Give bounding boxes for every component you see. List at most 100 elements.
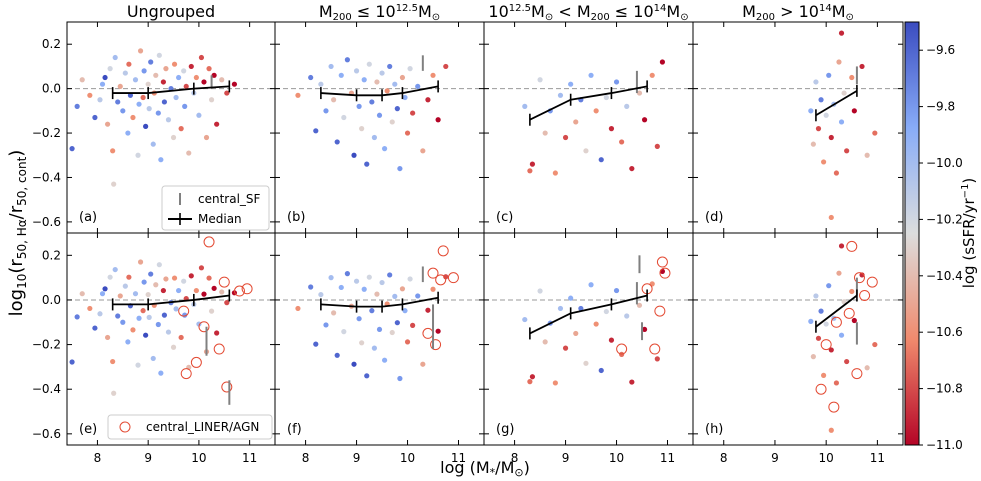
panel-frame <box>66 232 276 446</box>
data-point <box>641 117 648 123</box>
data-point <box>568 295 574 301</box>
data-point <box>87 305 93 312</box>
data-point <box>295 92 301 98</box>
data-point <box>366 61 372 67</box>
data-point <box>583 148 589 154</box>
data-point <box>171 275 178 281</box>
data-point <box>140 94 146 101</box>
data-point <box>183 83 189 90</box>
data-point <box>420 148 426 154</box>
data-point <box>374 291 380 297</box>
data-point <box>338 72 344 78</box>
y-tick-label: 0.2 <box>42 248 61 262</box>
data-point <box>828 134 834 141</box>
data-point <box>79 291 85 297</box>
liner-agn-marker <box>866 276 878 288</box>
data-point <box>186 150 192 156</box>
data-point <box>182 103 188 109</box>
data-point <box>361 286 367 292</box>
data-point <box>808 108 814 114</box>
data-point <box>176 287 182 294</box>
liner-agn-marker <box>843 307 855 319</box>
data-point <box>112 54 118 61</box>
panel-grid: (a) −0.6 −0.4 −0.2 0.0 0.2 (b) (c) (d) (e) −0.6 −0.… <box>32 21 904 465</box>
data-point <box>214 121 220 127</box>
scatter-points <box>808 30 878 221</box>
data-point <box>122 283 128 289</box>
x-tick-label: 11 <box>660 451 675 465</box>
data-point <box>872 130 878 136</box>
panel-c: (c) <box>483 21 694 234</box>
y-tick-label: −0.2 <box>32 338 61 352</box>
x-tick-label: 9 <box>562 451 570 465</box>
data-point <box>331 310 337 316</box>
data-point <box>443 63 449 70</box>
data-point <box>808 318 814 324</box>
colorbar-gradient <box>904 21 920 446</box>
liner-agn-marker <box>820 339 832 351</box>
data-point <box>527 168 533 174</box>
data-point <box>562 134 569 141</box>
data-point <box>165 329 172 335</box>
data-point <box>338 284 344 291</box>
data-point <box>341 114 347 121</box>
panel-frame <box>692 21 904 234</box>
data-point <box>374 79 380 85</box>
panel-label: (a) <box>79 210 97 225</box>
data-point <box>366 274 372 280</box>
data-point <box>146 106 152 112</box>
data-point <box>838 243 845 249</box>
data-point <box>156 262 162 268</box>
colorbar: −9.6 −9.8 −10.0 −10.2 −10.4 −10.6 −10.8 −11.0 lo… <box>904 21 978 452</box>
data-point <box>117 83 123 90</box>
scatter-points <box>295 271 449 382</box>
data-point <box>608 337 615 343</box>
data-point <box>823 321 829 327</box>
data-point <box>818 97 824 103</box>
data-point <box>318 291 324 298</box>
data-point <box>198 54 205 61</box>
data-point <box>334 139 340 145</box>
data-point <box>141 68 147 74</box>
data-point <box>828 427 834 433</box>
data-point <box>573 330 579 337</box>
data-point <box>399 74 406 81</box>
data-point <box>117 293 123 299</box>
data-point <box>593 321 599 327</box>
data-point <box>859 272 865 278</box>
data-point <box>188 63 194 70</box>
axis-labels: Ungrouped M200 ≤ 1012.5M⊙ 1012.5M⊙ < M200 … <box>6 2 854 479</box>
data-point <box>588 282 594 288</box>
data-point <box>578 305 584 312</box>
data-point <box>410 322 416 328</box>
data-point <box>654 143 660 149</box>
panel-g: (g) 8 9 10 11 <box>483 232 694 465</box>
data-point <box>143 123 149 129</box>
data-point <box>173 306 179 312</box>
data-point <box>598 367 604 374</box>
data-point <box>318 81 324 87</box>
data-point <box>127 92 134 98</box>
data-point <box>74 103 80 109</box>
data-point <box>613 79 620 85</box>
data-point <box>351 152 357 158</box>
data-point <box>155 321 161 328</box>
data-point <box>826 283 832 289</box>
data-point <box>529 161 536 167</box>
panel-e: (e) −0.6 −0.4 −0.2 0.0 0.2 8 9 10 11 <box>32 232 276 465</box>
data-point <box>527 379 533 385</box>
data-point <box>125 339 131 345</box>
liner-agn-marker <box>221 381 233 393</box>
x-tick-label: 9 <box>353 451 361 465</box>
data-point <box>389 329 395 336</box>
data-point <box>160 79 166 85</box>
data-point <box>522 103 528 109</box>
liner-agn-marker <box>830 316 842 328</box>
data-point <box>624 103 630 109</box>
liner-agn-marker <box>649 343 661 355</box>
liner-agn-marker <box>447 272 459 284</box>
data-point <box>407 276 413 282</box>
panel-f: (f)8 9 10 11 <box>274 232 485 465</box>
data-point <box>826 72 832 78</box>
